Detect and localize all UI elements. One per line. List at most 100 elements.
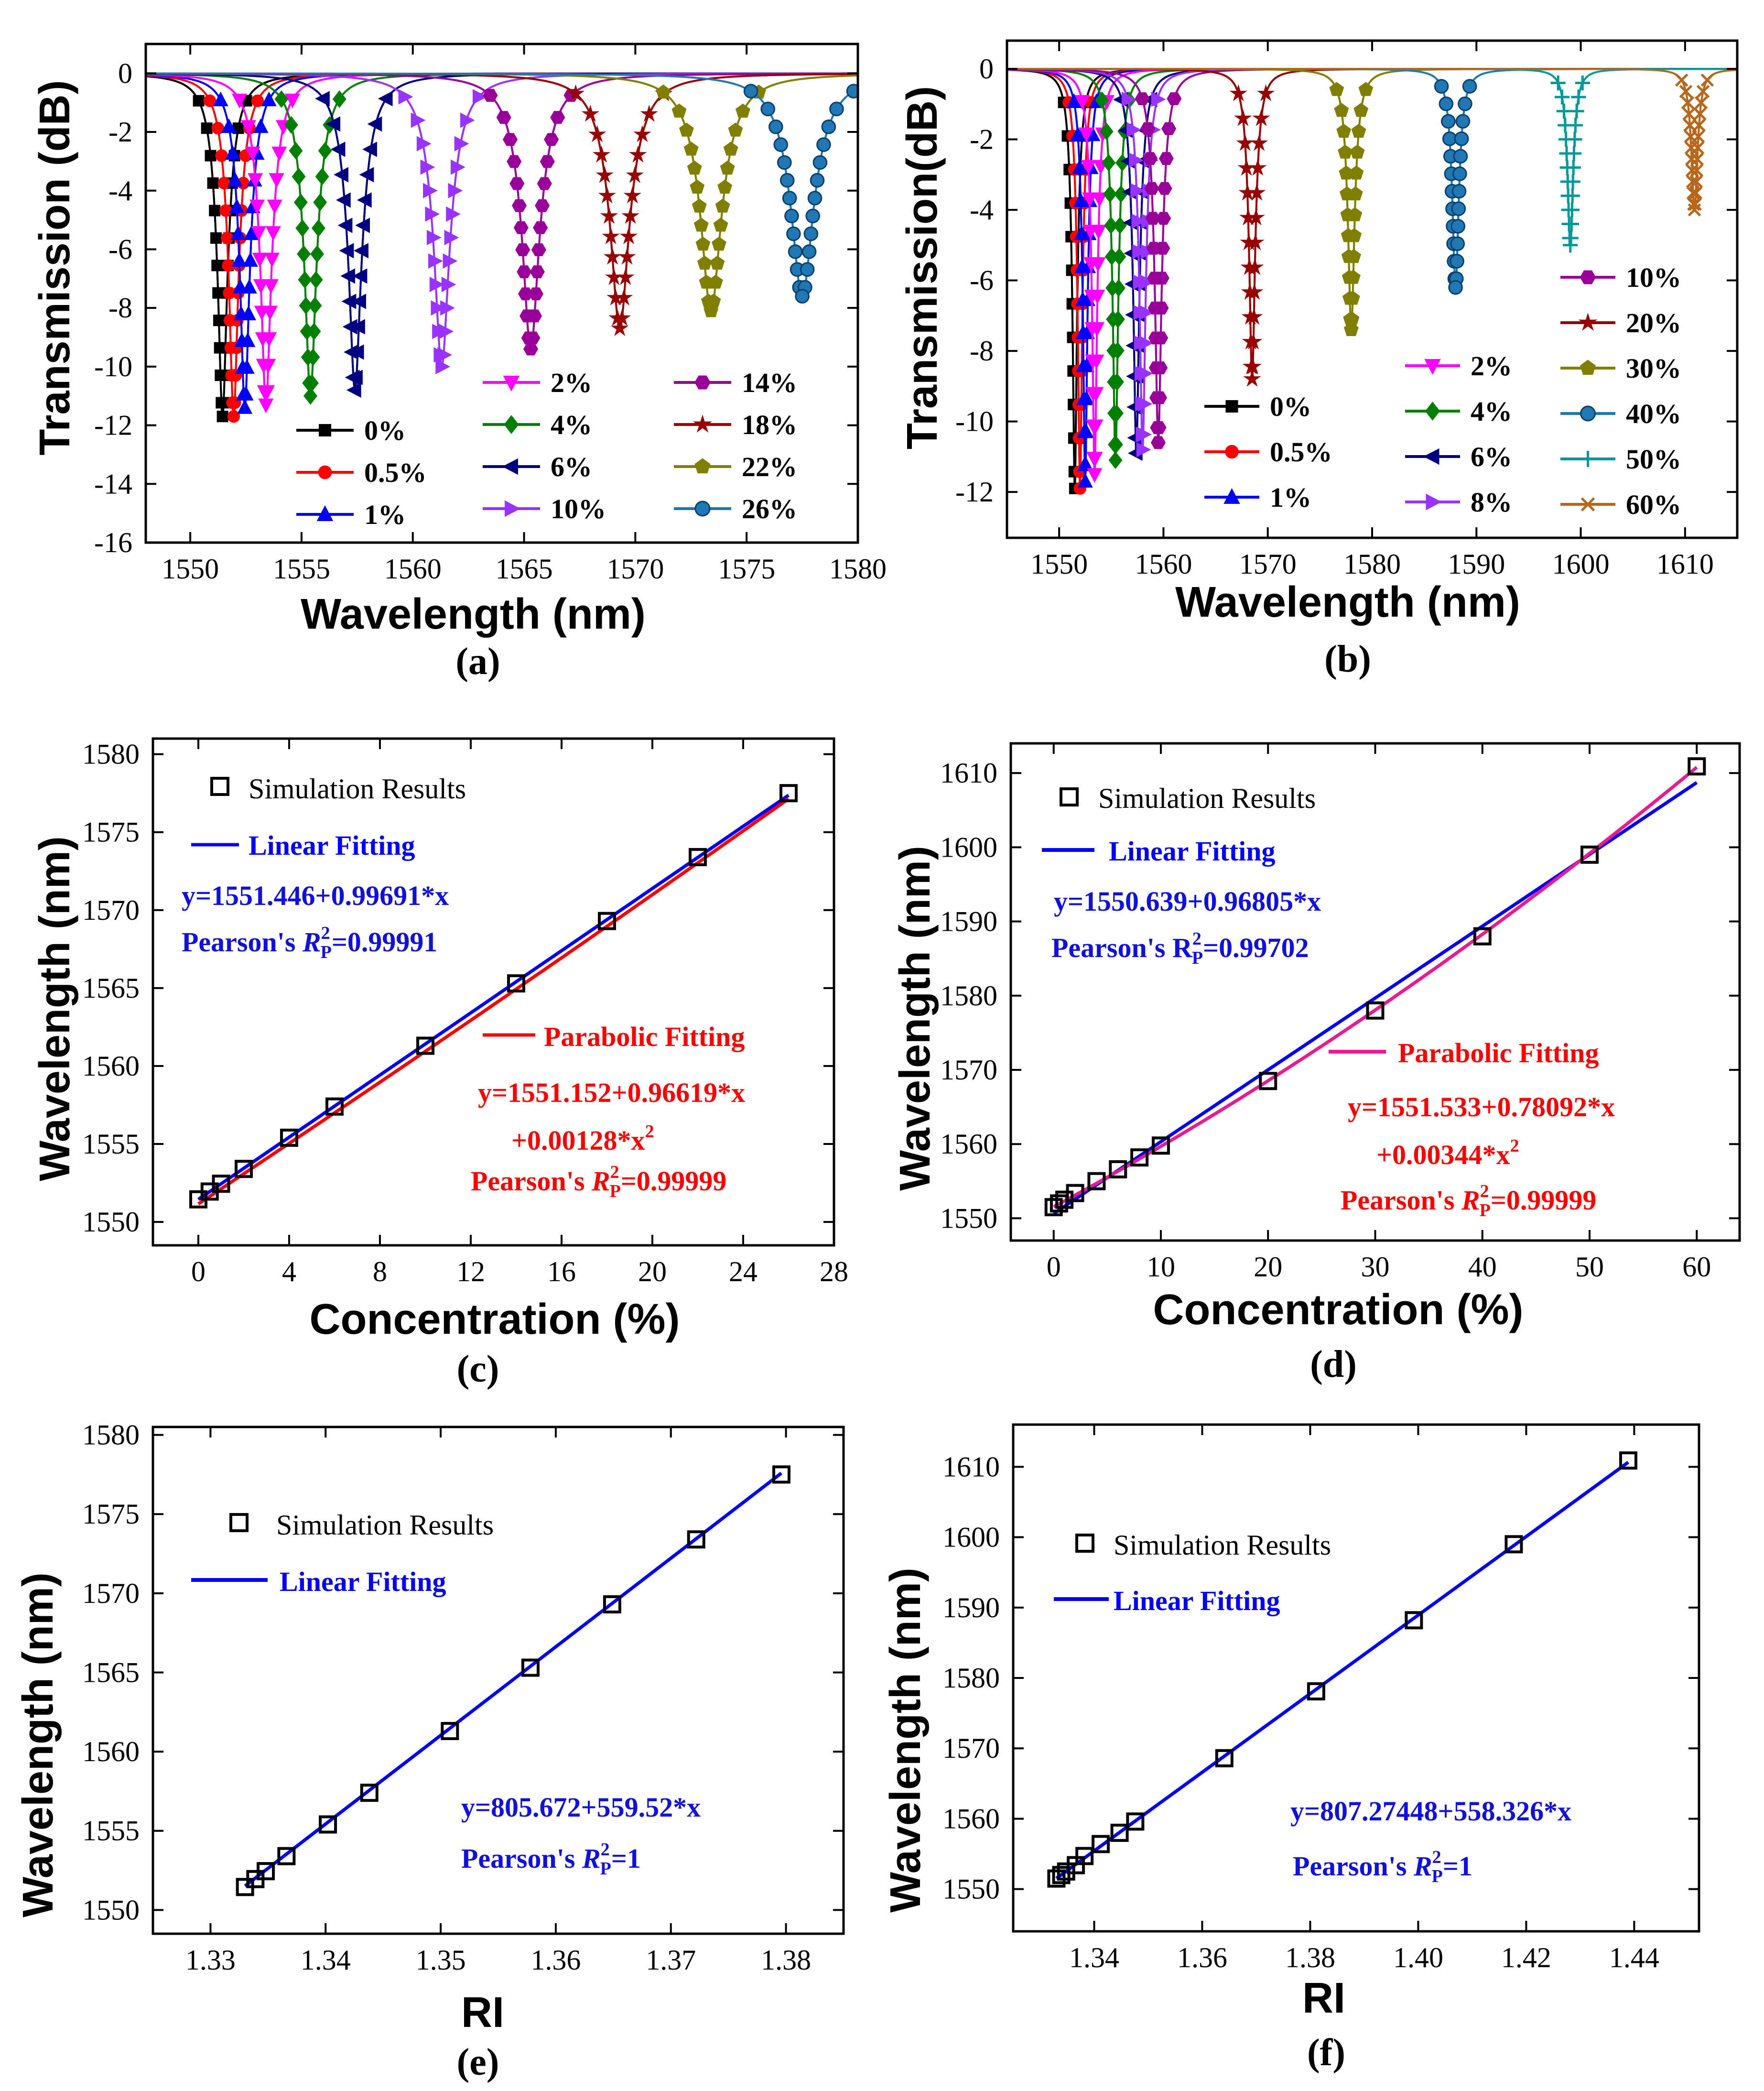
data-point xyxy=(230,225,246,240)
data-point xyxy=(1167,92,1182,106)
legend-label: 4% xyxy=(1471,396,1512,427)
data-point xyxy=(694,375,711,390)
data-point xyxy=(435,359,451,374)
x-tick-label: 1.34 xyxy=(1069,1942,1119,1973)
data-point xyxy=(1156,212,1171,225)
x-tick-label: 1570 xyxy=(606,553,664,585)
y-tick-label: 1550 xyxy=(942,1873,1000,1905)
panel-d-linear-r2: Pearson's R2 P=0.99702 xyxy=(1051,929,1309,968)
y-tick-label: 1550 xyxy=(82,1894,140,1926)
data-point xyxy=(440,300,455,316)
data-point xyxy=(357,192,372,208)
data-point xyxy=(626,166,644,183)
x-tick-label: 1.37 xyxy=(646,1944,696,1976)
y-tick-label: 1590 xyxy=(940,906,997,937)
x-tick-label: 50 xyxy=(1575,1251,1604,1283)
legend-item: 40% xyxy=(1560,398,1681,429)
x-tick-label: 0 xyxy=(1047,1251,1061,1283)
x-tick-label: 1570 xyxy=(1239,548,1297,580)
y-tick-label: 1575 xyxy=(82,817,140,848)
y-tick-label: 1610 xyxy=(940,757,997,789)
legend-item: 26% xyxy=(674,493,797,524)
data-point xyxy=(623,186,641,204)
data-point xyxy=(299,296,313,315)
data-point xyxy=(1151,1136,1170,1155)
data-point xyxy=(1688,757,1706,776)
data-point xyxy=(735,103,750,118)
data-point xyxy=(1091,225,1106,240)
data-point xyxy=(1693,107,1707,121)
data-point xyxy=(1139,274,1155,290)
data-point xyxy=(1081,160,1096,175)
y-tick-label: 1565 xyxy=(82,972,140,1004)
series-60pct xyxy=(1007,68,1737,217)
data-point xyxy=(311,219,325,237)
x-tick-label: 4 xyxy=(282,1256,296,1287)
y-tick-label: -14 xyxy=(94,468,132,500)
data-point xyxy=(284,93,300,109)
data-point xyxy=(1229,84,1247,101)
data-point xyxy=(846,84,858,98)
data-point xyxy=(715,198,730,213)
panel-b-xlabel: Wavelength (nm) xyxy=(1175,578,1520,626)
x-tick-label: 1565 xyxy=(496,553,553,585)
x-tick-label: 1560 xyxy=(384,553,442,585)
data-point xyxy=(1082,192,1098,207)
y-tick-label: 1555 xyxy=(82,1815,140,1847)
data-point xyxy=(451,159,465,175)
data-point xyxy=(1575,75,1590,91)
legend-label: 0% xyxy=(364,415,406,446)
legend-label: 40% xyxy=(1626,398,1681,429)
data-point xyxy=(315,91,330,107)
data-point xyxy=(1439,96,1454,111)
data-point xyxy=(1690,163,1704,177)
data-point xyxy=(1346,249,1361,263)
data-point xyxy=(1580,270,1596,284)
y-tick-label: 1575 xyxy=(82,1498,140,1530)
data-point xyxy=(1157,182,1172,195)
data-point xyxy=(426,229,442,245)
data-point xyxy=(367,116,382,132)
data-point xyxy=(1682,107,1696,121)
data-point xyxy=(503,376,520,392)
data-point xyxy=(232,93,248,109)
data-point xyxy=(1353,103,1369,117)
data-point xyxy=(289,142,303,160)
panel-c-linear-equation: y=1551.446+0.99691*x xyxy=(182,880,449,911)
panel-d-legend-marker xyxy=(1060,787,1079,806)
data-point xyxy=(530,265,545,279)
data-point xyxy=(446,206,461,222)
data-point xyxy=(1329,82,1344,96)
legend-label: 0.5% xyxy=(1270,436,1332,468)
x-tick-label: 1560 xyxy=(1135,548,1192,580)
data-point xyxy=(411,112,426,128)
panel-d: 0 10 20 30 40 50 60 1550 1560 1570 1580 1590 1600 161… xyxy=(891,742,1741,1385)
panel-a-series xyxy=(146,72,858,423)
x-tick-label: 1.38 xyxy=(1285,1942,1335,1973)
panel-c-legend-linear: Linear Fitting xyxy=(249,830,415,861)
data-point xyxy=(1099,122,1114,141)
data-point xyxy=(1130,183,1146,198)
data-point xyxy=(1078,456,1093,471)
data-point xyxy=(1151,421,1167,435)
panel-e-xlabel: RI xyxy=(461,1989,504,2037)
data-point xyxy=(261,332,277,347)
data-point xyxy=(1566,160,1581,175)
series-line xyxy=(1007,68,1737,210)
data-point xyxy=(1405,1611,1423,1630)
data-point xyxy=(1453,149,1468,164)
data-point xyxy=(306,348,320,366)
data-point xyxy=(513,221,529,234)
y-tick-label: -12 xyxy=(955,476,994,508)
legend-item: 0% xyxy=(1204,391,1311,422)
legend-item: 4% xyxy=(1405,396,1512,427)
data-point xyxy=(1566,146,1582,161)
data-point xyxy=(203,94,216,107)
data-point xyxy=(223,286,236,299)
x-tick-label: 1610 xyxy=(1656,548,1714,580)
x-tick-label: 20 xyxy=(638,1256,667,1287)
data-point xyxy=(1088,419,1104,435)
data-point xyxy=(1423,448,1439,465)
data-point xyxy=(249,199,265,215)
